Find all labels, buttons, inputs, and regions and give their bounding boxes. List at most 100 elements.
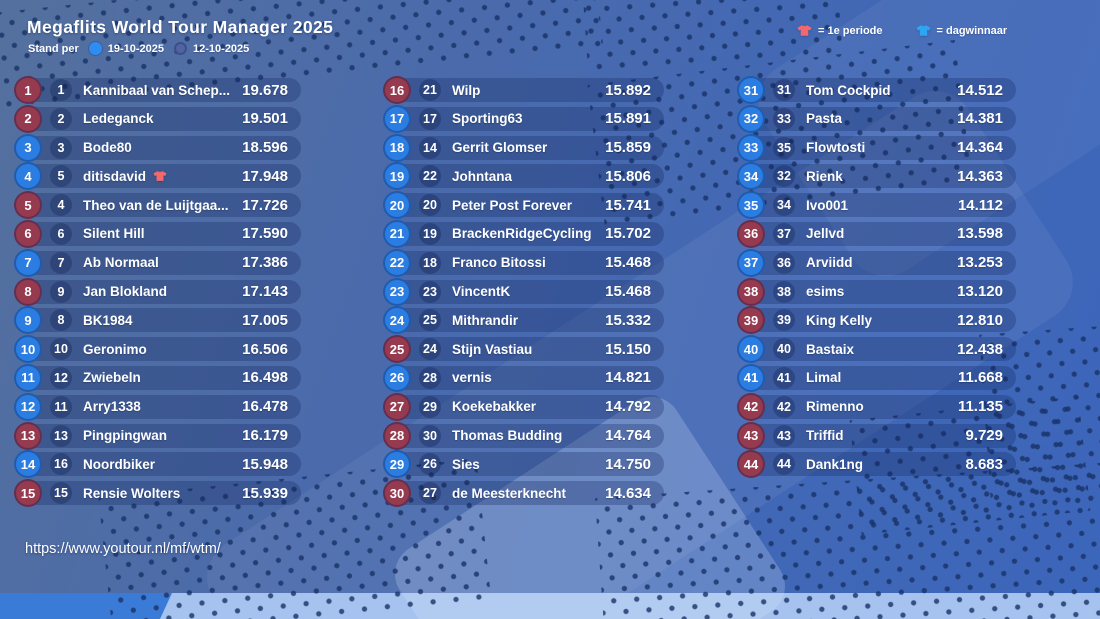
standings-row: 20 20 Peter Post Forever 15.741 xyxy=(383,191,664,220)
row-pill: 13 Pingpingwan 16.179 xyxy=(24,423,301,448)
rank-badge-blue: 33 xyxy=(737,133,765,162)
row-pill: 24 Stijn Vastiau 15.150 xyxy=(393,337,664,362)
rank-badge-blue: 40 xyxy=(737,335,765,364)
rank-badge-red: 30 xyxy=(383,479,411,508)
rank-badge-red: 27 xyxy=(383,392,411,421)
team-name: Rimenno xyxy=(806,399,864,415)
previous-rank: 40 xyxy=(773,338,795,361)
row-pill: 29 Koekebakker 14.792 xyxy=(393,394,664,419)
team-name: Johntana xyxy=(452,168,513,184)
previous-rank: 2 xyxy=(50,107,72,130)
previous-rank: 7 xyxy=(50,251,72,274)
rank-badge-blue: 22 xyxy=(383,248,411,277)
standings-row: 32 33 Pasta 14.381 xyxy=(737,104,1016,133)
row-pill: 44 Dank1ng 8.683 xyxy=(747,452,1016,477)
points-value: 16.506 xyxy=(242,340,288,358)
team-name: Thomas Budding xyxy=(452,428,563,444)
row-pill: 10 Geronimo 16.506 xyxy=(24,337,301,362)
previous-rank: 33 xyxy=(773,107,795,130)
team-name: Pingpingwan xyxy=(83,428,167,444)
standings-row: 24 25 Mithrandir 15.332 xyxy=(383,306,664,335)
points-value: 14.634 xyxy=(605,484,651,502)
row-pill: 33 Pasta 14.381 xyxy=(747,106,1016,131)
points-value: 13.253 xyxy=(957,254,1003,272)
legend-label: = dagwinnaar xyxy=(936,24,1008,37)
rank-badge-red: 43 xyxy=(737,421,765,450)
row-pill: 5 ditisdavid 17.948 xyxy=(24,164,301,189)
row-pill: 20 Peter Post Forever 15.741 xyxy=(393,193,664,218)
team-name: Flowtosti xyxy=(806,140,866,156)
stand-per-selector: Stand per 19-10-2025 12-10-2025 xyxy=(28,42,249,55)
team-name: King Kelly xyxy=(806,312,873,328)
blue-jersey-icon xyxy=(915,25,931,36)
standings-row: 30 27 de Meesterknecht 14.634 xyxy=(383,479,664,508)
team-name: Silent Hill xyxy=(83,226,145,242)
previous-rank: 20 xyxy=(419,194,441,217)
standings-row: 1 1 Kannibaal van Schep... 19.678 xyxy=(14,76,301,104)
rank-badge-red: 1 xyxy=(14,76,42,104)
rank-badge-blue: 17 xyxy=(383,104,411,133)
points-value: 12.438 xyxy=(957,340,1003,358)
date-option-12-10-2025[interactable]: 12-10-2025 xyxy=(174,42,249,55)
row-pill: 27 de Meesterknecht 14.634 xyxy=(393,481,664,506)
rank-badge-blue: 18 xyxy=(383,133,411,162)
previous-rank: 29 xyxy=(419,395,441,418)
rank-badge-red: 39 xyxy=(737,306,765,335)
standings-row: 12 11 Arry1338 16.478 xyxy=(14,392,301,421)
row-pill: 38 esims 13.120 xyxy=(747,279,1016,304)
standings-row: 39 39 King Kelly 12.810 xyxy=(737,306,1016,335)
team-name: Gerrit Glomser xyxy=(452,140,548,156)
standings-row: 23 23 VincentK 15.468 xyxy=(383,277,664,306)
rank-badge-red: 2 xyxy=(14,104,42,133)
row-pill: 8 BK1984 17.005 xyxy=(24,308,301,333)
standings-row: 41 41 Limal 11.668 xyxy=(737,363,1016,392)
standings-row: 31 31 Tom Cockpid 14.512 xyxy=(737,76,1016,104)
previous-rank: 13 xyxy=(50,424,72,447)
rank-badge-blue: 12 xyxy=(14,392,42,421)
previous-rank: 28 xyxy=(419,366,441,389)
standings-row: 4 5 ditisdavid 17.948 xyxy=(14,162,301,191)
team-name: Noordbiker xyxy=(83,456,156,472)
points-value: 14.363 xyxy=(957,167,1003,185)
rank-badge-red: 36 xyxy=(737,219,765,248)
team-name: vernis xyxy=(452,370,492,386)
rank-badge-blue: 41 xyxy=(737,363,765,392)
date-option-19-10-2025[interactable]: 19-10-2025 xyxy=(88,42,164,55)
rank-badge-red: 15 xyxy=(14,479,42,508)
points-value: 14.112 xyxy=(957,196,1003,214)
points-value: 16.478 xyxy=(242,398,288,416)
points-value: 14.792 xyxy=(605,398,651,416)
rank-badge-blue: 35 xyxy=(737,191,765,220)
previous-rank: 5 xyxy=(50,165,72,188)
points-value: 14.821 xyxy=(605,369,651,387)
team-name: Ledeganck xyxy=(83,111,154,127)
rank-badge-blue: 23 xyxy=(383,277,411,306)
row-pill: 9 Jan Blokland 17.143 xyxy=(24,279,301,304)
team-name: Bastaix xyxy=(806,341,855,357)
row-pill: 4 Theo van de Luijtgaa... 17.726 xyxy=(24,193,301,218)
previous-rank: 37 xyxy=(773,222,795,245)
radio-unselected-icon xyxy=(174,42,188,55)
points-value: 15.939 xyxy=(242,484,288,502)
team-name: Dank1ng xyxy=(806,456,864,472)
points-value: 16.498 xyxy=(242,369,288,387)
red-jersey-icon xyxy=(797,25,812,36)
points-value: 15.948 xyxy=(242,455,288,473)
team-name: Arviidd xyxy=(806,255,853,271)
standings-row: 40 40 Bastaix 12.438 xyxy=(737,335,1016,364)
row-pill: 36 Arviidd 13.253 xyxy=(747,250,1016,275)
rank-badge-red: 6 xyxy=(14,219,42,248)
rank-badge-red: 28 xyxy=(383,421,411,450)
standings-row: 25 24 Stijn Vastiau 15.150 xyxy=(383,335,664,364)
previous-rank: 23 xyxy=(419,280,441,303)
standings-row: 38 38 esims 13.120 xyxy=(737,277,1016,306)
row-pill: 34 Ivo001 14.112 xyxy=(747,193,1016,218)
team-name: Stijn Vastiau xyxy=(452,341,533,357)
previous-rank: 6 xyxy=(50,222,72,245)
points-value: 15.892 xyxy=(605,81,651,99)
standings-row: 14 16 Noordbiker 15.948 xyxy=(14,450,301,479)
team-name: esims xyxy=(806,284,845,300)
previous-rank: 17 xyxy=(419,107,441,130)
row-pill: 3 Bode80 18.596 xyxy=(24,135,301,160)
points-value: 19.678 xyxy=(242,81,288,99)
